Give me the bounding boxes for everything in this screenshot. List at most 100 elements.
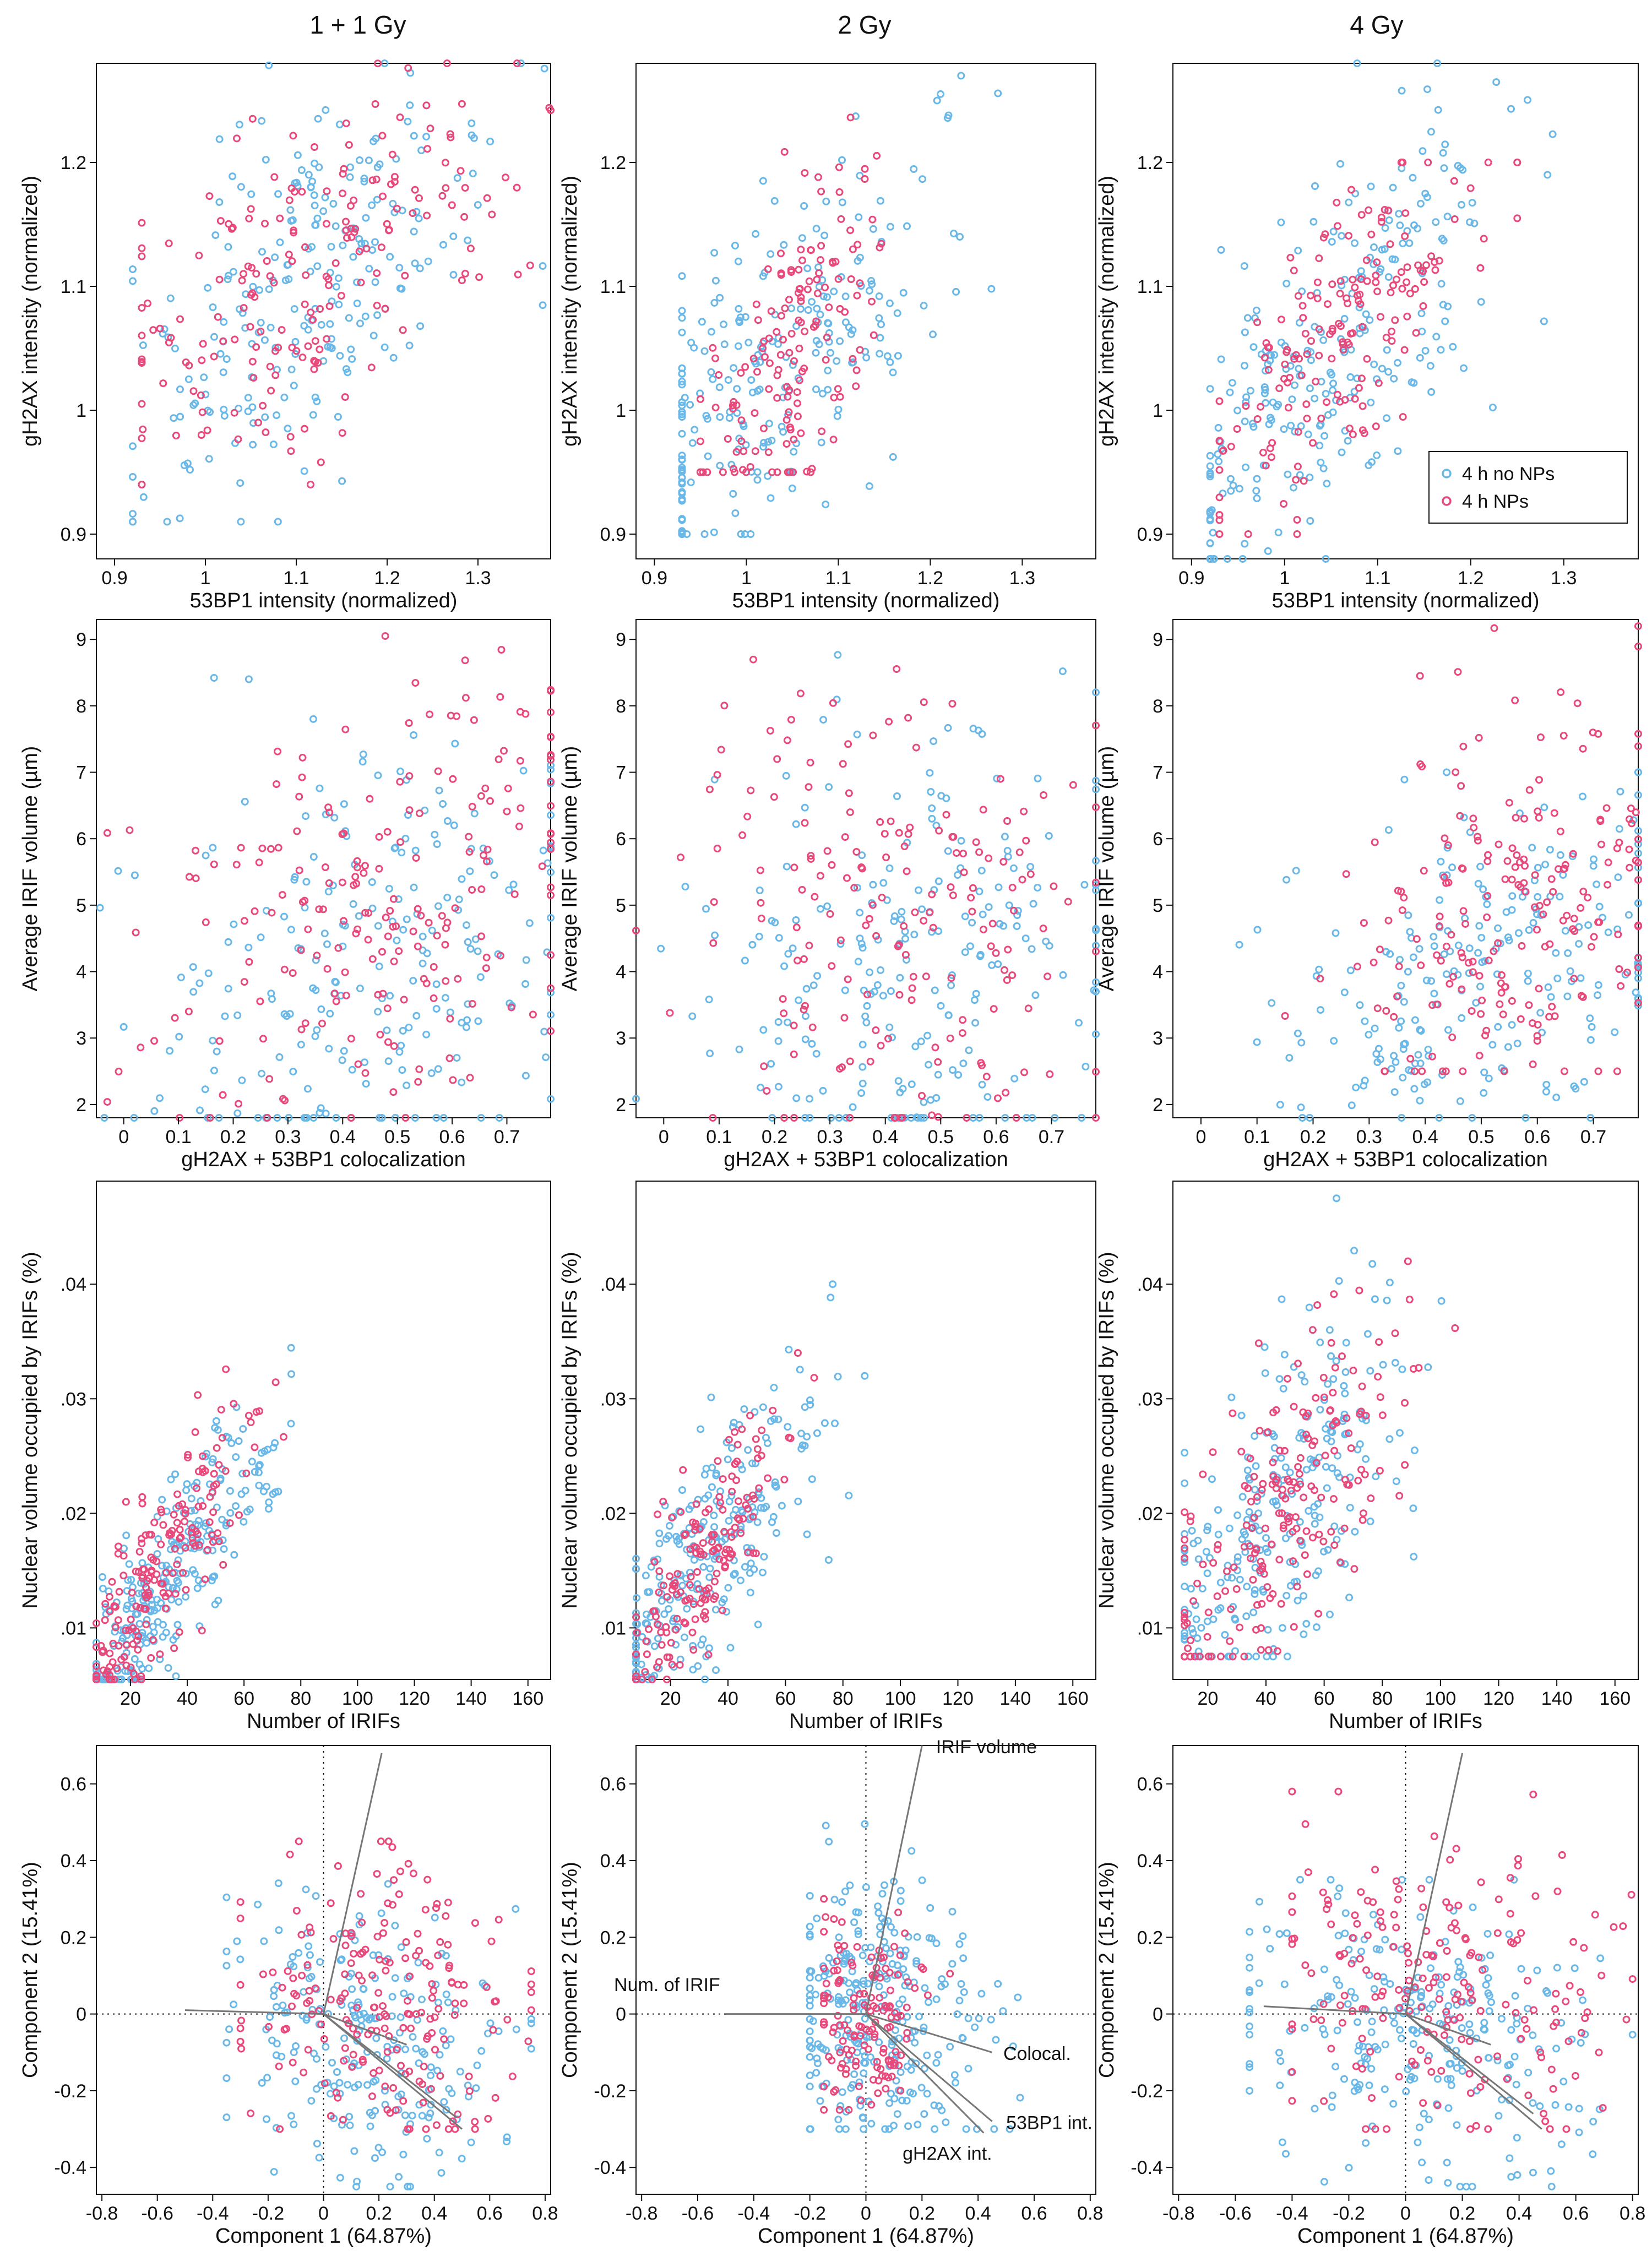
data-point-no-nps [1562,928,1568,934]
data-point-no-nps [287,207,294,213]
data-point-no-nps [1509,907,1515,913]
data-point-no-nps [1587,1015,1593,1021]
data-point-nps [896,830,902,836]
data-point-no-nps [1535,864,1541,871]
data-point-nps [1216,398,1222,404]
data-point-no-nps [487,139,493,145]
data-point-no-nps [1444,769,1450,775]
data-point-no-nps [826,784,832,790]
y-tick-label: 6 [1153,829,1163,850]
data-point-no-nps [1275,529,1281,535]
data-point-no-nps [1298,1372,1305,1378]
data-point-no-nps [960,1933,966,1939]
data-point-no-nps [789,485,795,491]
data-point-no-nps [206,456,212,462]
data-point-nps [1301,478,1307,484]
data-point-no-nps [1324,481,1330,487]
data-point-no-nps [1595,992,1601,998]
x-tick-label: 100 [885,1688,916,1709]
data-point-no-nps [863,1020,870,1026]
data-point-no-nps [1397,956,1403,963]
x-tick-label: 60 [1314,1688,1335,1709]
data-point-no-nps [1318,459,1324,465]
data-point-nps [476,274,482,280]
data-point-no-nps [437,2052,443,2058]
data-point-no-nps [1218,356,1224,362]
data-point-no-nps [322,931,328,937]
data-point-no-nps [1302,1379,1308,1385]
data-point-no-nps [375,923,381,929]
data-point-no-nps [523,981,529,987]
data-point-no-nps [708,329,714,335]
data-point-no-nps [945,848,951,854]
data-point-no-nps [925,1032,931,1038]
data-point-nps [765,449,771,455]
data-point-no-nps [313,1893,319,1899]
y-tick-label: .03 [1137,1389,1163,1410]
data-point-nps [429,1995,435,2001]
data-point-no-nps [1393,1059,1399,1065]
data-point-no-nps [1365,1331,1371,1337]
data-point-nps [483,954,490,960]
data-point-nps [1356,1287,1362,1293]
data-point-no-nps [711,529,717,535]
data-point-nps [1260,1481,1266,1487]
data-point-no-nps [887,1024,893,1030]
data-point-nps [412,187,418,193]
data-point-no-nps [1182,1584,1188,1590]
data-point-nps [909,997,915,1003]
data-point-no-nps [211,334,218,340]
data-point-no-nps [847,1882,853,1888]
y-tick-label: 0 [76,2004,86,2025]
data-point-nps [1334,199,1340,205]
data-point-no-nps [717,414,723,420]
data-point-nps [211,1471,217,1477]
data-point-no-nps [857,910,863,916]
data-point-nps [1294,517,1300,523]
data-point-no-nps [899,909,905,915]
data-point-nps [246,959,252,965]
data-point-nps [721,703,727,709]
data-point-nps [1406,1297,1412,1303]
data-point-no-nps [171,415,177,421]
plot-frame-row3-col1 [96,1181,551,1679]
data-point-no-nps [1565,950,1571,956]
data-point-nps [904,868,910,874]
data-point-nps [246,1412,252,1418]
data-point-nps [389,1844,395,1850]
data-point-no-nps [969,920,975,926]
data-point-nps [725,436,731,442]
data-point-nps [1228,444,1234,450]
data-point-no-nps [742,958,748,964]
data-point-no-nps [464,922,470,928]
data-point-no-nps [1316,966,1322,972]
data-point-nps [871,332,877,338]
data-point-no-nps [879,1891,885,1897]
data-point-nps [528,1989,534,1995]
data-point-no-nps [1493,79,1499,85]
data-point-no-nps [1245,1467,1251,1473]
data-point-nps [873,1027,879,1034]
data-point-nps [116,1543,122,1549]
data-point-no-nps [1195,1556,1202,1562]
data-point-no-nps [1307,385,1313,392]
data-point-no-nps [991,2126,997,2132]
data-point-nps [379,949,385,955]
data-point-no-nps [356,913,362,919]
data-point-no-nps [784,863,790,869]
data-point-no-nps [781,242,787,248]
data-point-nps [252,1444,258,1450]
data-point-no-nps [432,1915,438,1921]
data-point-nps [1500,1012,1506,1018]
data-point-no-nps [382,344,388,350]
data-point-nps [1485,858,1491,864]
data-point-nps [1070,782,1076,788]
data-point-nps [839,1919,845,1925]
data-point-nps [795,414,801,420]
data-point-no-nps [735,343,741,349]
data-point-no-nps [210,304,216,311]
data-point-no-nps [870,226,876,232]
data-point-nps [377,1031,383,1037]
x-tick-label: 80 [290,1688,311,1709]
data-point-no-nps [1545,172,1551,178]
